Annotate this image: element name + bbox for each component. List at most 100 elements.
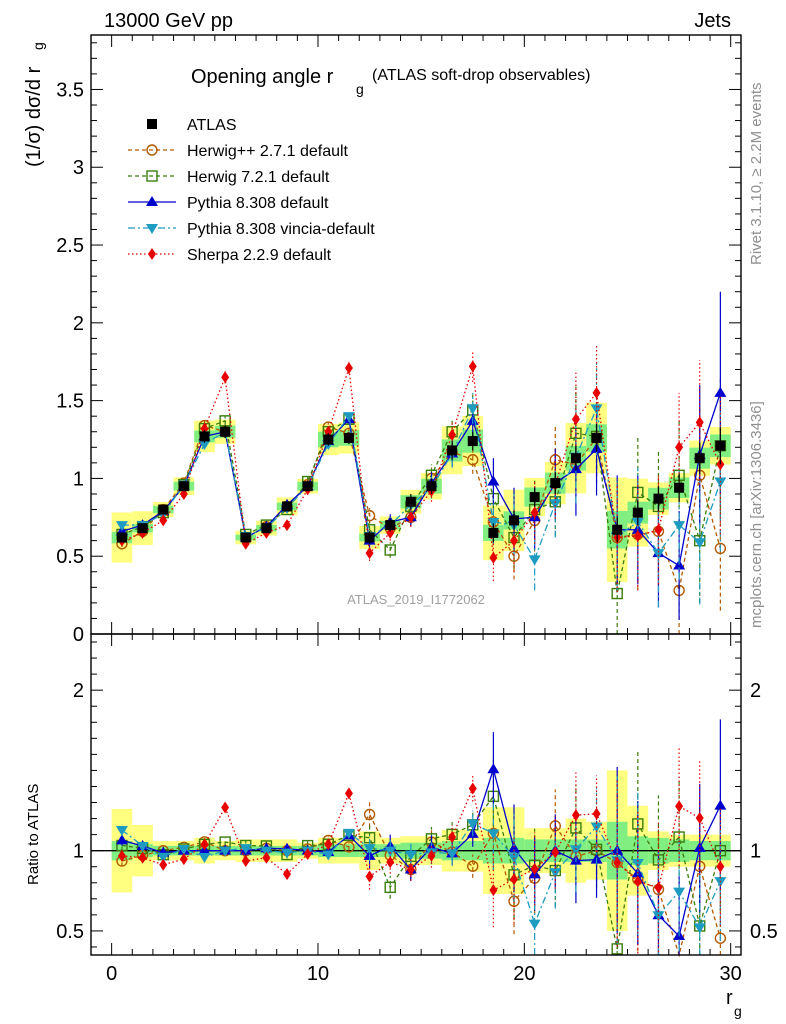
series-4-ratio-point	[675, 800, 684, 813]
series-3-ratio-point	[260, 846, 273, 857]
y-tick-label: 2	[73, 313, 84, 335]
data-point	[591, 432, 602, 443]
series-4-point	[675, 441, 684, 454]
series-4-point	[283, 519, 292, 532]
series-4-ratio-point	[571, 809, 580, 822]
legend-item-5: Sherpa 2.2.9 default	[128, 247, 332, 264]
series-3-point	[115, 521, 128, 532]
series-4-point	[468, 360, 477, 373]
data-point	[261, 523, 272, 534]
series-4-point	[406, 511, 415, 524]
series-3-point	[590, 404, 603, 415]
x-axis-label: r g	[726, 987, 742, 1019]
x-tick-label: 20	[513, 963, 535, 985]
data-point	[199, 431, 210, 442]
side-text-top: Rivet 3.1.10, ≥ 2.2M events	[748, 83, 765, 266]
series-4-ratio-point	[200, 838, 209, 851]
series-3-ratio-point	[281, 848, 294, 859]
data-point	[488, 527, 499, 538]
series-3-ratio-point	[219, 846, 232, 857]
series-3-point	[652, 549, 665, 560]
series-4-ratio-point	[262, 851, 271, 864]
series-3-ratio-point	[404, 850, 417, 861]
series-4-ratio-point	[365, 870, 374, 883]
series-4-point	[592, 386, 601, 399]
series-3-ratio-point	[569, 845, 582, 856]
series-3-point	[693, 538, 706, 549]
series-4-ratio-point	[654, 881, 663, 894]
data-point	[509, 515, 520, 526]
y-tick-label: 2.5	[56, 235, 84, 257]
series-4-ratio-point	[427, 849, 436, 862]
legend-item-1: Herwig++ 2.7.1 default	[128, 143, 349, 160]
series-3-ratio-point	[342, 828, 355, 839]
legend-label: Sherpa 2.2.9 default	[187, 247, 332, 264]
series-3-ratio-point	[384, 846, 397, 857]
series-4-ratio-point	[468, 782, 477, 795]
data-point	[240, 532, 251, 543]
chart-title-sub: g	[356, 81, 364, 97]
data-point	[364, 532, 375, 543]
series-3-ratio-point	[693, 923, 706, 934]
data-point	[529, 492, 540, 503]
series-2-ratio-point	[508, 842, 521, 853]
ylabel-bottom: Ratio to ATLAS	[25, 784, 42, 885]
series-0-point	[714, 542, 727, 555]
top-y-ticks: 0 0.5 1 1.5 2 2.5 3 3.5	[56, 42, 741, 646]
series-4-ratio-point	[510, 873, 519, 886]
series-4-ratio-point	[406, 863, 415, 876]
series-4-point	[654, 523, 663, 536]
top-y-label: (1/σ) dσ/d r g	[23, 42, 46, 167]
data-point	[426, 481, 437, 492]
series-2-point	[714, 386, 727, 397]
y-tick-label: 1	[73, 841, 84, 863]
series-3-ratio-point	[115, 825, 128, 836]
series-4-ratio-point	[138, 851, 147, 864]
data-point	[220, 426, 231, 437]
y-tick-label: 1.5	[56, 391, 84, 413]
series-3-ratio-point	[157, 852, 170, 863]
series-4-ratio-point	[448, 831, 457, 844]
legend-item-0: ATLAS	[147, 117, 237, 134]
data-point	[343, 432, 354, 443]
series-4-ratio-point	[221, 801, 230, 814]
chart-title-rest: (ATLAS soft-drop observables)	[372, 67, 590, 84]
legend-marker	[146, 170, 158, 182]
series-3-point	[528, 555, 541, 566]
series-3-point	[714, 477, 727, 488]
series-4-ratio-point	[716, 860, 725, 873]
top-series	[115, 291, 727, 634]
y-tick-label: 1	[73, 468, 84, 490]
series-4-point	[159, 514, 168, 527]
data-point	[282, 501, 293, 512]
series-3-point	[342, 412, 355, 423]
data-point	[116, 532, 127, 543]
top-x-ticks	[111, 35, 732, 634]
series-4-point	[365, 547, 374, 560]
legend-item-3: Pythia 8.308 default	[128, 195, 329, 212]
bottom-panel-frame	[90, 633, 742, 956]
legend-label: Pythia 8.308 default	[187, 195, 329, 212]
data-point	[715, 440, 726, 451]
legend-label: Herwig++ 2.7.1 default	[187, 143, 349, 160]
data-point	[570, 453, 581, 464]
chart-title: Opening angle r g (ATLAS soft-drop obser…	[191, 66, 590, 97]
side-annotations: Rivet 3.1.10, ≥ 2.2M events mcplots.cern…	[748, 83, 765, 629]
y-tick-label: 3	[73, 157, 84, 179]
y-tick-label-right: 0.5	[750, 921, 778, 943]
data-point	[385, 520, 396, 531]
ylabel-top-sub: g	[30, 42, 46, 50]
series-4-ratio-point	[344, 787, 353, 800]
series-3-ratio-point	[239, 844, 252, 855]
series-4-point	[530, 506, 539, 519]
series-4-ratio-point	[613, 856, 622, 869]
series-0-ratio-point	[343, 841, 355, 853]
series-2-ratio-point	[714, 799, 727, 810]
y-tick-label-right: 2	[750, 680, 761, 702]
y-tick-label: 3.5	[56, 79, 84, 101]
series-4-point	[633, 529, 642, 542]
legend-label: Herwig 7.2.1 default	[187, 169, 330, 186]
y-tick-label: 0	[73, 624, 84, 646]
series-0-ratio-point	[363, 808, 376, 821]
